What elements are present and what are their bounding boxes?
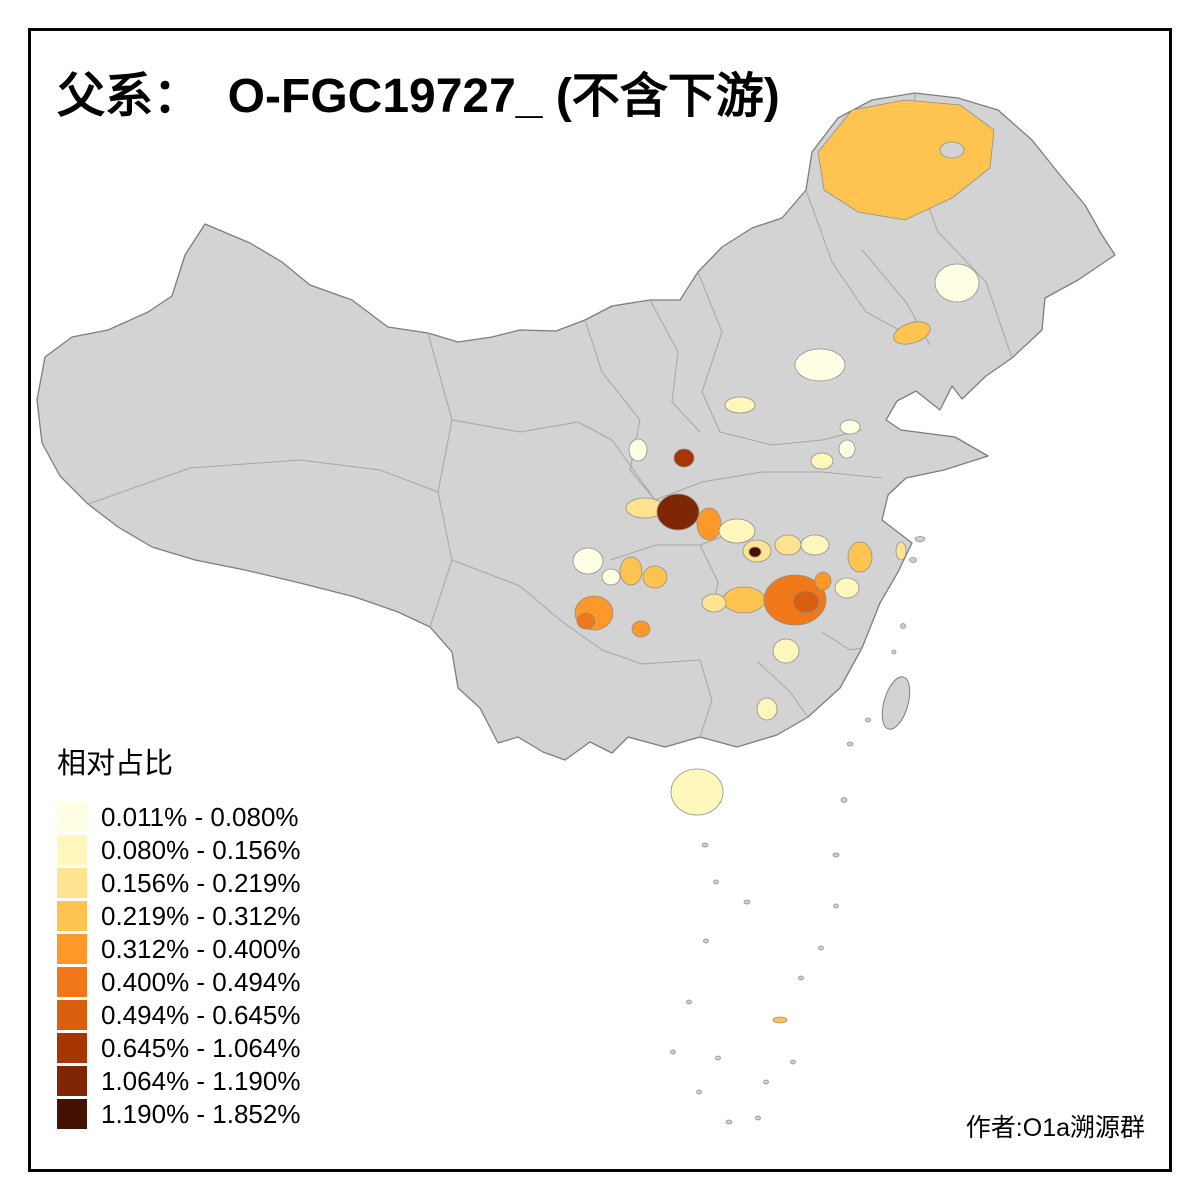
map-region-enshi-light bbox=[701, 593, 727, 613]
legend-label-5: 0.312% - 0.400% bbox=[101, 934, 301, 964]
map-region-guangdong-north-pale bbox=[756, 697, 778, 721]
legend-row-9: 1.064% - 1.190% bbox=[57, 1066, 300, 1096]
legend: 相对占比 0.011% - 0.080% 0.080% - 0.156% 0.156… bbox=[57, 748, 300, 1132]
legend-title: 相对占比 bbox=[57, 748, 174, 780]
map-region-nanyang-pale bbox=[718, 518, 756, 544]
map-region-hunan-east-orange bbox=[814, 571, 832, 591]
map-region-jiangxi-pale bbox=[834, 577, 860, 599]
map-region-jingmen-darkest bbox=[748, 546, 762, 558]
legend-rows: 0.011% - 0.080% 0.080% - 0.156% 0.156% - 0… bbox=[57, 802, 300, 1129]
map-region-hunan-center-darker bbox=[792, 590, 820, 614]
legend-swatch-5 bbox=[57, 934, 87, 964]
page-title: 父系： O-FGC19727_ (不含下游) bbox=[57, 70, 780, 123]
author-credit: 作者:O1a溯源群 bbox=[965, 1114, 1145, 1142]
map-region-anhui-south-orange bbox=[847, 541, 873, 573]
map-region-chengdu-pale-b bbox=[601, 568, 621, 586]
legend-row-6: 0.400% - 0.494% bbox=[57, 967, 300, 997]
legend-row-2: 0.080% - 0.156% bbox=[57, 835, 300, 865]
legend-label-2: 0.080% - 0.156% bbox=[101, 835, 301, 865]
map-regions bbox=[572, 99, 995, 721]
legend-label-8: 0.645% - 1.064% bbox=[101, 1033, 301, 1063]
legend-row-3: 0.156% - 0.219% bbox=[57, 868, 300, 898]
legend-swatch-1 bbox=[57, 802, 87, 832]
map-region-luzhou-deep-orange bbox=[576, 612, 596, 630]
map-region-beijing-pale bbox=[794, 348, 846, 382]
legend-row-10: 1.190% - 1.852% bbox=[57, 1099, 300, 1129]
map-region-shandong-pale bbox=[810, 452, 834, 470]
legend-row-1: 0.011% - 0.080% bbox=[57, 802, 300, 832]
map-region-hebei-pale-a bbox=[839, 419, 861, 435]
map-region-hebei-pale-b bbox=[838, 439, 856, 459]
legend-label-7: 0.494% - 0.645% bbox=[101, 1000, 301, 1030]
map-region-shanxi-pale bbox=[724, 396, 756, 414]
map-region-south-sea-islet-orange bbox=[772, 1016, 788, 1024]
map-region-guangyuan-orange bbox=[642, 565, 668, 589]
map-region-wuhan-light bbox=[774, 534, 802, 556]
map-region-zunyi-orange bbox=[631, 620, 651, 638]
map-region-ganzhou-pale bbox=[772, 638, 800, 664]
legend-swatch-2 bbox=[57, 835, 87, 865]
map-region-mianyang-orange bbox=[619, 556, 643, 586]
south-sea-islands bbox=[670, 536, 926, 1125]
map-region-ne-pale bbox=[934, 263, 980, 303]
legend-label-6: 0.400% - 0.494% bbox=[101, 967, 301, 997]
map-region-ne-block bbox=[817, 99, 995, 221]
map-region-ankang-orange bbox=[696, 507, 722, 541]
map-region-hanzhong-dark-brown bbox=[656, 493, 700, 531]
legend-label-4: 0.219% - 0.312% bbox=[101, 901, 301, 931]
legend-swatch-3 bbox=[57, 868, 87, 898]
taiwan-island bbox=[881, 676, 911, 730]
legend-swatch-9 bbox=[57, 1066, 87, 1096]
legend-label-3: 0.156% - 0.219% bbox=[101, 868, 301, 898]
legend-row-5: 0.312% - 0.400% bbox=[57, 934, 300, 964]
map-region-shanghai-light bbox=[895, 541, 907, 561]
map-region-hefei-pale bbox=[800, 534, 830, 556]
map-region-shaanxi-dark-spot bbox=[673, 448, 695, 468]
province-borders bbox=[87, 92, 1013, 738]
map-region-ne-block-gap bbox=[939, 141, 965, 159]
legend-swatch-8 bbox=[57, 1033, 87, 1063]
map-region-chengdu-pale-a bbox=[572, 547, 604, 575]
legend-label-10: 1.190% - 1.852% bbox=[101, 1099, 301, 1129]
legend-row-7: 0.494% - 0.645% bbox=[57, 1000, 300, 1030]
legend-swatch-4 bbox=[57, 901, 87, 931]
legend-label-1: 0.011% - 0.080% bbox=[101, 802, 299, 832]
legend-swatch-7 bbox=[57, 1000, 87, 1030]
legend-label-9: 1.064% - 1.190% bbox=[101, 1066, 301, 1096]
map-region-changde-orange bbox=[722, 586, 766, 614]
legend-row-4: 0.219% - 0.312% bbox=[57, 901, 300, 931]
map-region-qinghai-pale bbox=[628, 438, 648, 462]
legend-swatch-10 bbox=[57, 1099, 87, 1129]
map-region-liaoning-orange bbox=[893, 321, 931, 345]
map-regions-islands bbox=[670, 768, 788, 1024]
legend-swatch-6 bbox=[57, 967, 87, 997]
legend-row-8: 0.645% - 1.064% bbox=[57, 1033, 300, 1063]
map-region-hainan bbox=[670, 768, 724, 816]
